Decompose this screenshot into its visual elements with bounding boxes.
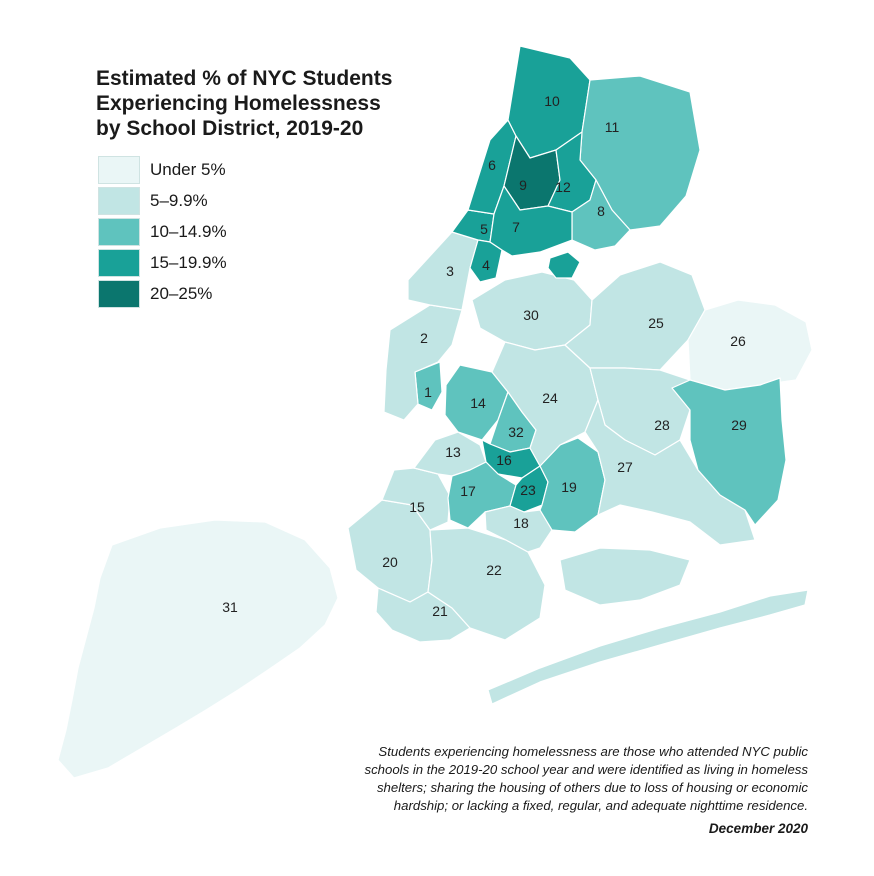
label-17: 17 [460,483,476,499]
label-11: 11 [605,119,620,135]
district-21 [375,587,471,643]
legend-item-20-25: 20–25% [98,278,227,309]
label-13: 13 [445,444,461,460]
legend-label: 15–19.9% [150,252,227,272]
label-1: 1 [424,384,432,400]
district-18 [484,505,553,553]
label-25: 25 [648,315,664,331]
legend-item-10-14: 10–14.9% [98,216,227,247]
district-7 [489,185,573,257]
publication-date: December 2020 [708,821,808,836]
legend-label: 20–25% [150,283,213,303]
label-8: 8 [597,203,605,219]
map-title: Estimated % of NYC Students Experiencing… [96,66,416,141]
label-24: 24 [542,390,558,406]
district-27-rockaway [487,589,809,705]
legend: Under 5% 5–9.9% 10–14.9% 15–19.9% 20–25% [98,154,227,309]
label-9: 9 [519,177,527,193]
district-31 [57,519,339,779]
label-30: 30 [523,307,539,323]
label-27: 27 [617,459,633,475]
legend-item-5-9: 5–9.9% [98,185,227,216]
label-18: 18 [513,515,529,531]
title-line-3: by School District, 2019-20 [96,117,364,140]
note-line: hardship; or lacking a fixed, regular, a… [393,798,808,813]
label-32: 32 [508,424,524,440]
note-line: Students experiencing homelessness are t… [378,744,808,759]
label-23: 23 [520,482,536,498]
legend-label: 10–14.9% [150,221,227,241]
label-4: 4 [482,257,490,273]
rikers-island [547,251,581,279]
legend-item-15-19: 15–19.9% [98,247,227,278]
district-24 [491,341,599,467]
title-line-1: Estimated % of NYC Students [96,67,393,90]
label-20: 20 [382,554,398,570]
label-14: 14 [470,395,486,411]
label-16: 16 [496,452,512,468]
district-19 [539,437,606,533]
label-15: 15 [409,499,425,515]
district-8 [571,179,631,251]
label-7: 7 [512,219,520,235]
label-29: 29 [731,417,747,433]
legend-item-under-5: Under 5% [98,154,227,185]
district-labels: 1 2 3 4 5 6 7 8 9 10 11 12 13 14 15 16 1… [222,93,747,619]
district-3 [407,231,479,311]
legend-swatch [98,155,140,184]
title-line-2: Experiencing Homelessness [96,92,381,115]
district-29 [671,377,787,526]
label-22: 22 [486,562,502,578]
jamaica-bay-islands [559,547,691,606]
legend-label: 5–9.9% [150,190,208,210]
label-3: 3 [446,263,454,279]
legend-swatch [98,248,140,277]
legend-swatch [98,186,140,215]
definition-note: Students experiencing homelessness are t… [338,743,808,815]
label-21: 21 [432,603,448,619]
label-2: 2 [420,330,428,346]
label-26: 26 [730,333,746,349]
legend-swatch [98,279,140,308]
label-19: 19 [561,479,577,495]
legend-label: Under 5% [150,159,226,179]
district-22 [427,527,546,641]
legend-swatch [98,217,140,246]
label-5: 5 [480,221,488,237]
label-12: 12 [555,179,571,195]
note-line: schools in the 2019-20 school year and w… [364,762,808,777]
label-31: 31 [222,599,238,615]
label-6: 6 [488,157,496,173]
district-26 [687,299,813,391]
label-10: 10 [544,93,560,109]
label-28: 28 [654,417,670,433]
note-line: shelters; sharing the housing of others … [376,780,808,795]
